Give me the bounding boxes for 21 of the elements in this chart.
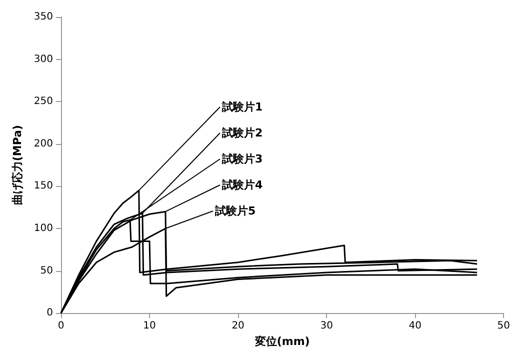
y-tick-label: 150 — [34, 180, 53, 192]
y-tick-label: 100 — [34, 223, 53, 234]
x-tick-label: 40 — [408, 320, 422, 332]
text: 試験片2 — [221, 126, 263, 140]
text: 試験片1 — [221, 100, 263, 114]
y-tick-label: 0 — [46, 308, 53, 319]
y-axis-title: 曲げ応力(MPa) — [11, 124, 24, 206]
x-tick-label: 20 — [232, 320, 244, 332]
y-tick-label: 300 — [34, 54, 53, 65]
y-tick-label: 250 — [34, 96, 53, 108]
x-axis-title: 変位(mm) — [254, 335, 310, 348]
text: 試験片4 — [221, 178, 263, 192]
x-tick-label: 0 — [58, 320, 64, 332]
x-tick-label: 30 — [320, 320, 333, 332]
y-tick-label: 50 — [40, 265, 53, 276]
y-tick-label: 350 — [34, 12, 53, 22]
x-tick-label: 50 — [497, 320, 510, 332]
text: 試験片3 — [221, 152, 263, 166]
y-tick-label: 200 — [34, 138, 53, 150]
text: 試験片5 — [214, 204, 256, 218]
x-tick-label: 10 — [143, 320, 156, 332]
